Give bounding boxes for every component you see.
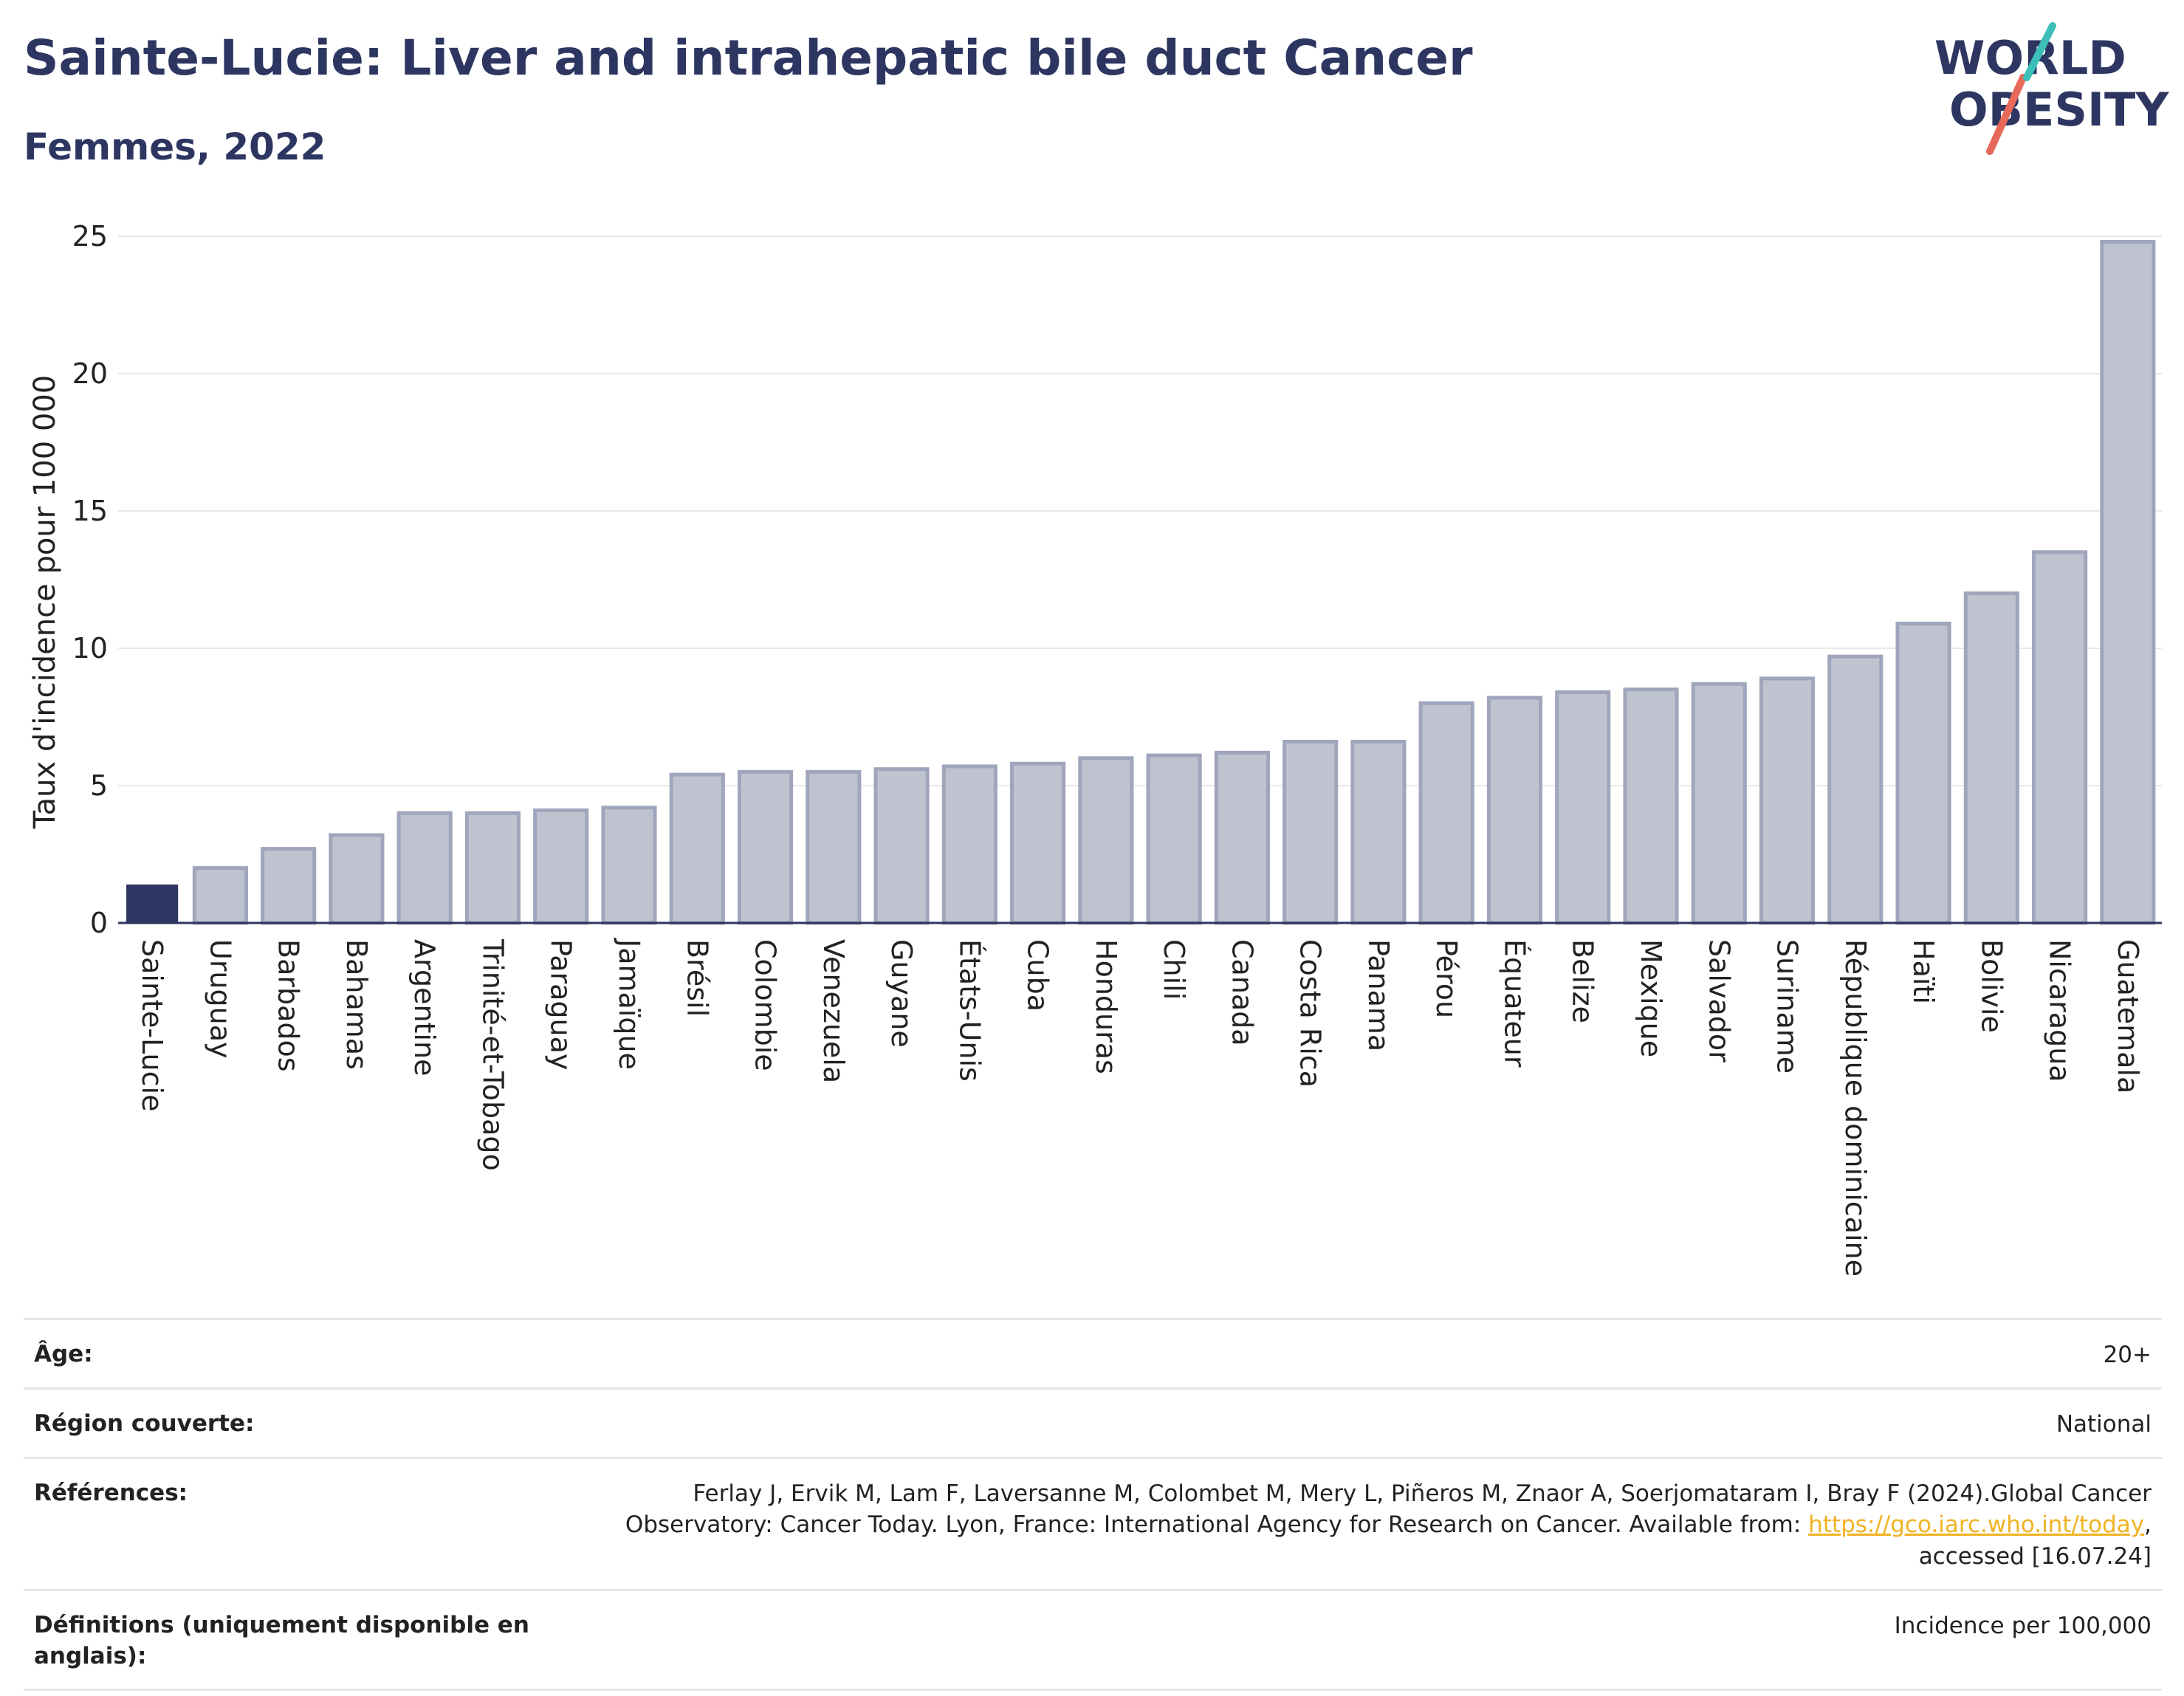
region-label: Région couverte: xyxy=(34,1410,255,1437)
bar[interactable] xyxy=(1963,591,2019,925)
bar[interactable] xyxy=(396,811,453,925)
x-axis-ticks: Sainte-Lucie Uruguay Barbados Bahamas Argent… xyxy=(136,938,2144,1277)
bar-chart: 0 5 10 15 20 25 Sainte-Lucie Uruguay Barbados Ba… xyxy=(28,220,2162,1277)
age-value: 20+ xyxy=(2103,1342,2152,1368)
bar[interactable] xyxy=(2100,239,2156,925)
bar[interactable] xyxy=(873,767,930,925)
info-row-definitions: Définitions (uniquement disponible en an… xyxy=(24,1588,2162,1691)
bar[interactable] xyxy=(1895,622,1951,925)
info-row-region: Région couverte: National xyxy=(24,1387,2162,1457)
x-tick-label: Haïti xyxy=(1907,939,1940,1004)
bar[interactable] xyxy=(806,769,862,925)
bar[interactable] xyxy=(1350,739,1407,925)
x-tick-label: Paraguay xyxy=(545,939,577,1070)
x-tick-label: Guatemala xyxy=(2112,939,2144,1094)
definitions-label: Définitions (uniquement disponible en an… xyxy=(34,1611,529,1669)
bar[interactable] xyxy=(1486,696,1543,925)
bar[interactable] xyxy=(1623,687,1679,925)
x-tick-label: République dominicaine xyxy=(1839,939,1872,1277)
bar[interactable] xyxy=(1282,739,1339,925)
definitions-value: Incidence per 100,000 xyxy=(1894,1612,2152,1639)
bar[interactable] xyxy=(737,769,794,925)
y-tick-label: 20 xyxy=(72,357,108,390)
bar[interactable] xyxy=(1827,654,1883,925)
x-tick-label: Uruguay xyxy=(204,939,236,1059)
x-tick-label: Honduras xyxy=(1090,939,1122,1074)
x-tick-label: Argentine xyxy=(408,939,441,1076)
bar[interactable] xyxy=(329,833,385,925)
x-tick-label: Brésil xyxy=(681,939,713,1017)
references-text-end: , accessed [16.07.24] xyxy=(1918,1511,2152,1570)
y-tick-label: 5 xyxy=(90,769,108,802)
logo-line2: OBESITY xyxy=(1949,83,2169,137)
x-tick-label: Guyane xyxy=(885,939,918,1048)
grid-lines xyxy=(118,236,2162,786)
y-tick-label: 10 xyxy=(72,632,108,665)
bar[interactable] xyxy=(464,811,521,925)
bar[interactable] xyxy=(1691,682,1747,925)
y-axis-ticks: 0 5 10 15 20 25 xyxy=(72,220,108,939)
y-axis-label: Taux d'incidence pour 100 000 xyxy=(28,375,62,829)
bar[interactable] xyxy=(1759,676,1816,925)
x-tick-label: Cuba xyxy=(1022,939,1054,1012)
x-tick-label: Canada xyxy=(1226,939,1258,1046)
x-tick-label: Venezuela xyxy=(817,939,850,1083)
info-row-age: Âge: 20+ xyxy=(24,1318,2162,1387)
x-tick-label: Sainte-Lucie xyxy=(136,939,168,1111)
bars xyxy=(126,239,2156,925)
x-tick-label: Suriname xyxy=(1771,939,1804,1074)
bar[interactable] xyxy=(2032,550,2088,925)
x-tick-label: Colombie xyxy=(749,939,782,1071)
bar[interactable] xyxy=(1010,761,1066,925)
bar[interactable] xyxy=(1146,753,1202,925)
age-label: Âge: xyxy=(34,1341,93,1367)
bar[interactable] xyxy=(1078,756,1134,925)
bar[interactable] xyxy=(1555,690,1611,925)
x-tick-label: Mexique xyxy=(1635,939,1667,1057)
bar[interactable] xyxy=(261,847,317,925)
logo-slash-teal xyxy=(2023,22,2056,81)
y-tick-label: 0 xyxy=(90,907,108,939)
x-tick-label: Trinité-et-Tobago xyxy=(476,938,509,1171)
bar[interactable] xyxy=(533,808,589,925)
x-tick-label: Salvador xyxy=(1703,939,1735,1062)
bar[interactable] xyxy=(601,806,657,925)
x-tick-label: États-Unis xyxy=(953,939,986,1082)
references-value: Ferlay J, Ervik M, Lam F, Laversanne M, … xyxy=(564,1478,2152,1573)
info-row-references: Références: Ferlay J, Ervik M, Lam F, La… xyxy=(24,1456,2162,1589)
references-label: Références: xyxy=(34,1479,188,1506)
bar[interactable] xyxy=(1418,701,1474,925)
x-tick-label: Barbados xyxy=(272,939,305,1072)
chart-title: Sainte-Lucie: Liver and intrahepatic bil… xyxy=(24,30,1473,86)
x-tick-label: Nicaragua xyxy=(2044,939,2076,1082)
x-tick-label: Panama xyxy=(1362,939,1395,1051)
bar[interactable] xyxy=(126,884,179,923)
references-link[interactable]: https://gco.iarc.who.int/today xyxy=(1808,1511,2145,1539)
world-obesity-logo: WORLD OBESITY xyxy=(1934,22,2169,155)
region-value: National xyxy=(2056,1410,2152,1438)
chart-subtitle: Femmes, 2022 xyxy=(24,126,326,168)
x-tick-label: Équateur xyxy=(1498,939,1531,1068)
y-tick-label: 25 xyxy=(72,220,108,253)
x-tick-label: Jamaïque xyxy=(613,938,645,1070)
x-tick-label: Bahamas xyxy=(340,939,373,1070)
bar[interactable] xyxy=(941,764,997,925)
x-tick-label: Bolivie xyxy=(1975,939,2008,1033)
y-tick-label: 15 xyxy=(72,495,108,527)
bar[interactable] xyxy=(1214,750,1270,925)
bar[interactable] xyxy=(192,866,248,925)
logo-slash-red xyxy=(1986,74,2027,155)
bar[interactable] xyxy=(669,772,725,925)
x-tick-label: Belize xyxy=(1567,939,1599,1023)
x-tick-label: Costa Rica xyxy=(1294,939,1327,1088)
x-tick-label: Chili xyxy=(1158,939,1190,1000)
references-text: Ferlay J, Ervik M, Lam F, Laversanne M, … xyxy=(625,1480,2152,1539)
info-table: Âge: 20+ Région couverte: National Référ… xyxy=(24,1318,2162,1691)
x-tick-label: Pérou xyxy=(1430,939,1463,1018)
